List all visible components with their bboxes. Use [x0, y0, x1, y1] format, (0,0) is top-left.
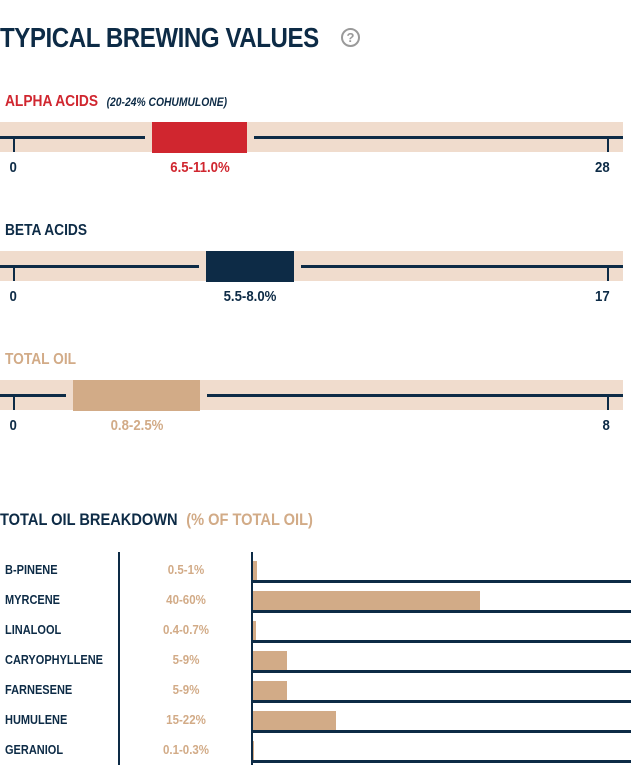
alpha-acids-range-bar — [151, 122, 248, 153]
oil-bar — [253, 561, 257, 580]
alpha-acids-label: ALPHA ACIDS (20-24% COHUMULONE) — [5, 93, 227, 111]
beta-acids-axis-line-left — [0, 265, 200, 268]
row-separator — [252, 760, 631, 763]
oil-percentage: 5-9% — [172, 683, 200, 697]
oil-percentage: 0.5-1% — [167, 563, 205, 577]
alpha-acids-title: ALPHA ACIDS — [5, 93, 99, 110]
beta-acids-range-label: 5.5-8.0% — [223, 288, 277, 305]
row-separator — [252, 730, 631, 733]
alpha-acids-min-label: 0 — [9, 159, 17, 176]
total-oil-min-tick — [13, 395, 15, 410]
oil-name: FARNESENE — [5, 683, 73, 697]
oil-bar — [253, 651, 288, 670]
oil-percentage: 5-9% — [172, 653, 200, 667]
breakdown-title: TOTAL OIL BREAKDOWN (% OF TOTAL OIL) — [0, 510, 313, 530]
beta-acids-min-label: 0 — [9, 288, 17, 305]
beta-acids-range-bar — [206, 251, 294, 282]
oil-percentage: 15-22% — [166, 713, 206, 727]
oil-name: CARYOPHYLLENE — [5, 653, 103, 667]
oil-name: MYRCENE — [5, 593, 61, 607]
beta-acids-label: BETA ACIDS — [5, 222, 87, 240]
oil-percentage: 0.4-0.7% — [162, 623, 210, 637]
oil-name: B-PINENE — [5, 563, 58, 577]
row-separator — [252, 670, 631, 673]
total-oil-range-bar — [73, 380, 200, 411]
beta-acids-title: BETA ACIDS — [5, 222, 88, 239]
total-oil-min-label: 0 — [9, 417, 17, 434]
alpha-acids-max-label: 28 — [595, 159, 610, 176]
row-separator — [252, 580, 631, 583]
alpha-acids-max-tick — [607, 137, 609, 152]
oil-name: LINALOOL — [5, 623, 62, 637]
oil-bar — [253, 591, 480, 610]
total-oil-title: TOTAL OIL — [5, 351, 77, 368]
total-oil-axis-line-right — [206, 394, 623, 397]
total-oil-label: TOTAL OIL — [5, 351, 76, 369]
alpha-acids-subtitle: (20-24% COHUMULONE) — [106, 95, 228, 109]
oil-bar — [253, 741, 255, 760]
oil-percentage: 40-60% — [166, 593, 206, 607]
question-circle-icon[interactable]: ? — [341, 28, 360, 47]
alpha-acids-axis-line-right — [254, 136, 623, 139]
oil-name: GERANIOL — [5, 743, 64, 757]
total-oil-max-label: 8 — [602, 417, 610, 434]
beta-acids-max-label: 17 — [595, 288, 610, 305]
row-separator — [252, 700, 631, 703]
total-oil-axis-line-left — [0, 394, 67, 397]
total-oil-range-label: 0.8-2.5% — [110, 417, 163, 434]
row-separator — [252, 610, 631, 613]
breakdown-subtitle: (% OF TOTAL OIL) — [186, 510, 313, 529]
oil-bar — [253, 681, 288, 700]
oil-name: HUMULENE — [5, 713, 68, 727]
beta-acids-max-tick — [607, 266, 609, 281]
oil-bar — [253, 711, 337, 730]
oil-percentage: 0.1-0.3% — [162, 743, 210, 757]
page-title: TYPICAL BREWING VALUES — [0, 22, 319, 53]
alpha-acids-axis-line-left — [0, 136, 145, 139]
beta-acids-min-tick — [13, 266, 15, 281]
row-separator — [252, 640, 631, 643]
alpha-acids-min-tick — [13, 137, 15, 152]
beta-acids-axis-line-right — [300, 265, 623, 268]
alpha-acids-range-label: 6.5-11.0% — [169, 159, 230, 176]
name-column-divider — [118, 552, 120, 765]
chart-axis-line — [251, 552, 253, 765]
oil-bar — [253, 621, 256, 640]
breakdown-title-main: TOTAL OIL BREAKDOWN — [0, 510, 178, 529]
total-oil-max-tick — [607, 395, 609, 410]
